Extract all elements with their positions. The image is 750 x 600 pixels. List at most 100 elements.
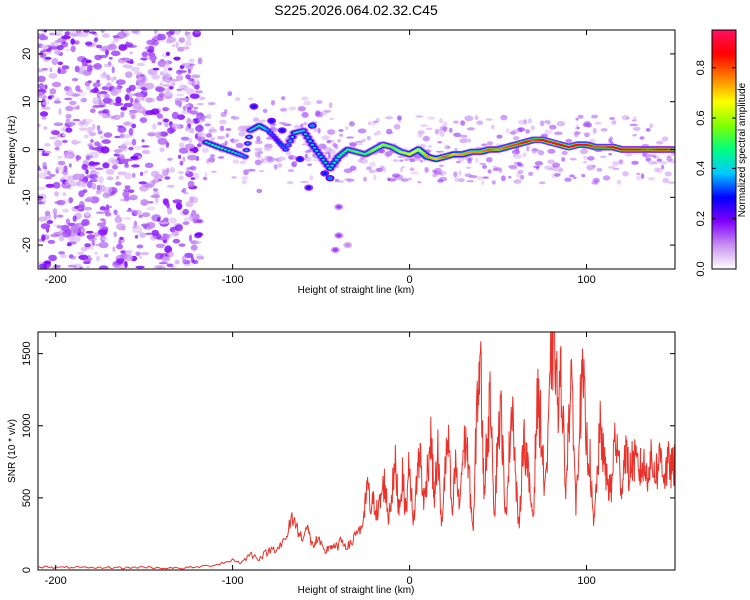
halo-speckle <box>257 150 264 154</box>
halo-speckle <box>366 166 372 171</box>
noise-speckle <box>47 239 56 244</box>
noise-speckle <box>74 263 82 269</box>
ridge-mark <box>312 146 317 149</box>
noise-speckle <box>98 176 104 184</box>
halo-speckle <box>397 115 402 121</box>
noise-speckle <box>112 164 118 170</box>
ridge-mark <box>368 150 372 153</box>
noise-speckle <box>197 143 202 148</box>
halo-speckle <box>201 147 209 153</box>
spectrogram-x-tick-label: -200 <box>45 274 67 286</box>
noise-speckle <box>151 74 160 80</box>
noise-speckle <box>38 186 46 190</box>
halo-speckle <box>409 158 416 163</box>
colorbar-tick-label: 0.8 <box>695 60 707 75</box>
noise-speckle <box>72 215 77 222</box>
noise-speckle <box>141 51 148 57</box>
noise-speckle <box>194 90 204 94</box>
noise-speckle <box>123 217 132 220</box>
noise-speckle <box>157 60 166 67</box>
noise-speckle <box>41 44 49 50</box>
halo-speckle <box>482 176 489 179</box>
halo-speckle <box>554 166 564 173</box>
noise-speckle <box>112 246 116 252</box>
halo-speckle <box>417 181 422 184</box>
halo-speckle <box>536 149 541 153</box>
halo-speckle <box>263 146 272 152</box>
noise-speckle <box>96 255 100 262</box>
noise-speckle <box>193 30 201 34</box>
noise-speckle <box>137 231 144 235</box>
noise-speckle <box>129 58 134 65</box>
noise-speckle <box>157 121 163 126</box>
noise-speckle <box>43 166 48 170</box>
noise-speckle <box>94 33 99 37</box>
ridge-mark <box>310 143 315 146</box>
halo-speckle <box>376 130 381 136</box>
noise-speckle <box>71 236 81 243</box>
noise-speckle <box>183 217 193 222</box>
halo-speckle <box>410 171 420 175</box>
halo-speckle <box>385 116 394 120</box>
noise-speckle <box>119 133 125 139</box>
halo-speckle <box>456 161 461 164</box>
noise-speckle <box>193 106 198 110</box>
halo-speckle <box>286 180 294 185</box>
noise-speckle <box>163 118 170 123</box>
noise-speckle <box>135 265 145 269</box>
noise-speckle <box>100 30 105 33</box>
halo-speckle <box>532 165 541 168</box>
halo-speckle <box>300 180 309 184</box>
noise-speckle <box>65 155 71 158</box>
halo-speckle <box>424 167 429 173</box>
noise-speckle <box>115 175 120 180</box>
noise-speckle <box>144 82 155 90</box>
colorbar-label: Normalized spectral amplitude <box>737 82 748 217</box>
noise-speckle <box>96 222 106 227</box>
halo-speckle <box>602 175 611 181</box>
noise-speckle <box>66 242 72 247</box>
noise-speckle <box>84 168 88 175</box>
noise-speckle <box>147 132 156 137</box>
noise-speckle <box>100 146 110 154</box>
noise-speckle <box>151 69 158 75</box>
noise-speckle <box>105 48 109 56</box>
noise-speckle <box>102 45 112 51</box>
halo-speckle <box>369 161 376 168</box>
noise-speckle <box>131 138 137 146</box>
ridge-mark <box>257 124 262 127</box>
halo-speckle <box>271 100 275 106</box>
noise-speckle <box>101 139 111 144</box>
noise-speckle <box>88 166 96 170</box>
noise-speckle <box>87 64 93 72</box>
noise-speckle <box>94 251 98 255</box>
noise-speckle <box>53 264 61 268</box>
noise-speckle <box>152 67 160 71</box>
noise-speckle <box>102 162 110 169</box>
noise-speckle <box>171 231 180 237</box>
noise-speckle <box>128 189 135 193</box>
halo-speckle <box>485 118 493 121</box>
noise-speckle <box>141 149 151 155</box>
noise-speckle <box>104 253 109 258</box>
noise-speckle <box>145 221 156 229</box>
ridge-mark <box>245 142 250 145</box>
noise-speckle <box>141 212 151 218</box>
halo-speckle <box>252 117 260 123</box>
noise-speckle <box>124 94 130 101</box>
ridge-mark <box>237 153 241 156</box>
noise-speckle <box>75 140 82 144</box>
noise-speckle <box>86 85 91 91</box>
halo-speckle <box>561 150 568 156</box>
halo-speckle <box>207 102 216 106</box>
halo-speckle <box>285 151 292 156</box>
halo-speckle <box>367 121 371 126</box>
noise-speckle <box>82 189 88 194</box>
noise-speckle <box>155 196 159 204</box>
halo-speckle <box>204 123 211 127</box>
noise-speckle <box>172 199 183 204</box>
noise-speckle <box>74 206 80 209</box>
halo-speckle <box>633 116 637 122</box>
noise-speckle <box>135 251 141 257</box>
